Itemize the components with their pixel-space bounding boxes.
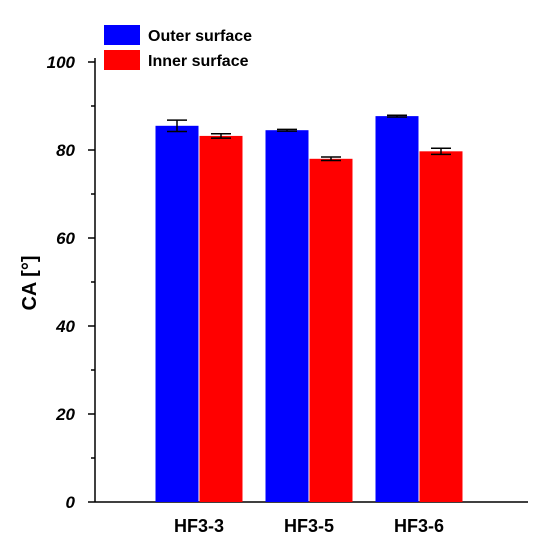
legend-label: Inner surface [148,53,249,70]
legend-swatch [104,25,140,45]
y-tick-label: 60 [56,229,75,248]
x-tick-label: HF3-3 [174,516,224,536]
legend-swatch [104,50,140,70]
bar-outer-hf3-6 [375,116,419,503]
y-tick-label: 40 [55,317,75,336]
bar-inner-hf3-6 [419,151,463,502]
y-ticks: 0 20 40 60 80 100 [47,53,95,512]
y-tick-label: 0 [66,493,76,512]
x-tick-label: HF3-6 [394,516,444,536]
y-tick-label: 80 [56,141,75,160]
bar-outer-hf3-5 [265,130,309,502]
x-ticks: HF3-3 HF3-5 HF3-6 [174,516,444,536]
bar-outer-hf3-3 [155,125,199,503]
bars [155,116,463,503]
y-tick-label: 100 [47,53,76,72]
y-tick-label: 20 [55,405,75,424]
error-bars [167,114,451,162]
bar-inner-hf3-5 [309,158,353,503]
x-tick-label: HF3-5 [284,516,334,536]
bar-inner-hf3-3 [199,135,243,503]
y-axis-label: CA [°] [19,255,41,310]
legend-label: Outer surface [148,28,252,45]
legend: Outer surface Inner surface [104,25,252,70]
